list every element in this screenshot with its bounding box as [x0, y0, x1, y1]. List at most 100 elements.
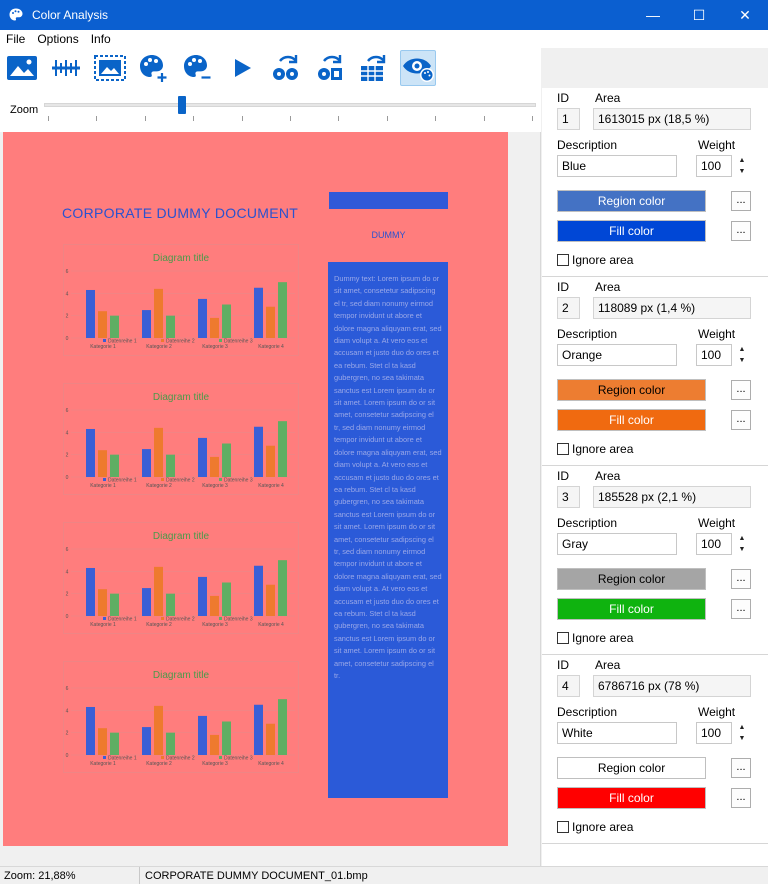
checkbox-box[interactable] [557, 254, 569, 266]
measure-button[interactable] [48, 50, 84, 86]
chart-bar [166, 454, 175, 477]
fill-color-picker-button[interactable]: ... [731, 599, 751, 619]
fill-color-picker-button[interactable]: ... [731, 221, 751, 241]
chart-bar [210, 734, 219, 755]
y-tick-label: 4 [66, 569, 69, 575]
stepper-up-icon[interactable]: ▲ [738, 535, 746, 542]
play-icon [235, 59, 251, 77]
checkbox-box[interactable] [557, 821, 569, 833]
chart-bar [266, 723, 275, 755]
menu-info[interactable]: Info [90, 32, 111, 46]
ignore-area-checkbox[interactable]: Ignore area [557, 253, 633, 267]
region-weight-input[interactable]: 100 [696, 344, 732, 366]
ignore-area-checkbox[interactable]: Ignore area [557, 442, 633, 456]
weight-stepper[interactable]: ▲ ▼ [735, 722, 749, 744]
open-image-button[interactable] [4, 50, 40, 86]
weight-label: Weight [698, 516, 736, 530]
ignore-area-checkbox[interactable]: Ignore area [557, 631, 633, 645]
stepper-down-icon[interactable]: ▼ [738, 168, 746, 175]
weight-stepper[interactable]: ▲ ▼ [735, 533, 749, 555]
title-bar: Color Analysis — ☐ ✕ [0, 0, 768, 30]
diagram-1: Diagram title 0 2 4 6 Kategorie 1 Kategorie 2 K… [63, 244, 299, 356]
chart-bar [154, 566, 163, 616]
y-tick-label: 6 [66, 269, 69, 275]
minimize-button[interactable]: — [646, 7, 660, 23]
chart-bar [198, 576, 207, 616]
x-tick-label: Kategorie 2 [146, 622, 172, 628]
legend-swatch [219, 617, 222, 620]
rotate-settings-button-1[interactable] [268, 50, 304, 86]
chart-bar [266, 306, 275, 338]
region-description-input[interactable]: Blue [557, 155, 677, 177]
zoom-tick [386, 116, 388, 121]
maximize-button[interactable]: ☐ [692, 6, 706, 23]
chart-title: Diagram title [153, 670, 210, 681]
ignore-area-checkbox[interactable]: Ignore area [557, 820, 633, 834]
region-weight-input[interactable]: 100 [696, 155, 732, 177]
checkbox-box[interactable] [557, 632, 569, 644]
ignore-area-label: Ignore area [572, 253, 634, 267]
fill-color-button[interactable]: Fill color [557, 787, 706, 809]
menu-options[interactable]: Options [37, 32, 79, 46]
y-tick-label: 6 [66, 686, 69, 692]
remove-color-button[interactable] [180, 50, 216, 86]
chart-bar [210, 595, 219, 616]
chart-bar [98, 728, 107, 755]
region-color-button[interactable]: Region color [557, 190, 706, 212]
stepper-down-icon[interactable]: ▼ [738, 357, 746, 364]
region-description-input[interactable]: White [557, 722, 677, 744]
legend-label: Datenreihe 1 [108, 339, 137, 345]
stepper-down-icon[interactable]: ▼ [738, 546, 746, 553]
region-description-input[interactable]: Gray [557, 533, 677, 555]
legend-swatch [103, 478, 106, 481]
region-color-button[interactable]: Region color [557, 757, 706, 779]
fill-color-button[interactable]: Fill color [557, 220, 706, 242]
image-canvas[interactable]: CORPORATE DUMMY DOCUMENT DUMMY Dummy tex… [0, 132, 541, 866]
region-color-picker-button[interactable]: ... [731, 191, 751, 211]
select-area-button[interactable] [92, 50, 128, 86]
legend-label: Datenreihe 3 [224, 478, 253, 484]
y-tick-label: 0 [66, 753, 69, 759]
fill-color-button[interactable]: Fill color [557, 409, 706, 431]
stepper-up-icon[interactable]: ▲ [738, 346, 746, 353]
stepper-up-icon[interactable]: ▲ [738, 724, 746, 731]
region-color-picker-button[interactable]: ... [731, 380, 751, 400]
status-filename: CORPORATE DUMMY DOCUMENT_01.bmp [145, 869, 368, 882]
region-color-button[interactable]: Region color [557, 379, 706, 401]
chart-bar [278, 421, 287, 477]
region-weight-input[interactable]: 100 [696, 722, 732, 744]
view-color-button[interactable] [400, 50, 436, 86]
zoom-tick [290, 116, 291, 121]
add-color-button[interactable] [136, 50, 172, 86]
stepper-down-icon[interactable]: ▼ [738, 735, 746, 742]
rotate-settings-button-2[interactable] [312, 50, 348, 86]
weight-stepper[interactable]: ▲ ▼ [735, 155, 749, 177]
fill-color-picker-button[interactable]: ... [731, 788, 751, 808]
rotate-grid-button[interactable] [356, 50, 392, 86]
region-description-input[interactable]: Orange [557, 344, 677, 366]
run-button[interactable] [224, 50, 260, 86]
region-area-field: 6786716 px (78 %) [593, 675, 751, 697]
region-color-button[interactable]: Region color [557, 568, 706, 590]
region-color-picker-button[interactable]: ... [731, 758, 751, 778]
close-button[interactable]: ✕ [739, 6, 751, 23]
stepper-up-icon[interactable]: ▲ [738, 157, 746, 164]
chart-bar [210, 317, 219, 338]
fill-color-picker-button[interactable]: ... [731, 410, 751, 430]
zoom-slider-thumb[interactable] [177, 96, 186, 114]
y-tick-label: 6 [66, 408, 69, 414]
region-color-picker-button[interactable]: ... [731, 569, 751, 589]
menu-file[interactable]: File [6, 32, 26, 46]
diagram-3: Diagram title 0 2 4 6 Kategorie 1 Kategorie 2 K… [63, 522, 299, 634]
zoom-tick [532, 116, 533, 121]
weight-stepper[interactable]: ▲ ▼ [735, 344, 749, 366]
area-label: Area [595, 91, 621, 105]
zoom-slider-track[interactable] [44, 103, 536, 107]
region-weight-input[interactable]: 100 [696, 533, 732, 555]
id-label: ID [557, 469, 569, 483]
chart-bar [154, 427, 163, 477]
fill-color-button[interactable]: Fill color [557, 598, 706, 620]
chart-frame [63, 383, 299, 495]
checkbox-box[interactable] [557, 443, 569, 455]
description-label: Description [557, 516, 618, 530]
